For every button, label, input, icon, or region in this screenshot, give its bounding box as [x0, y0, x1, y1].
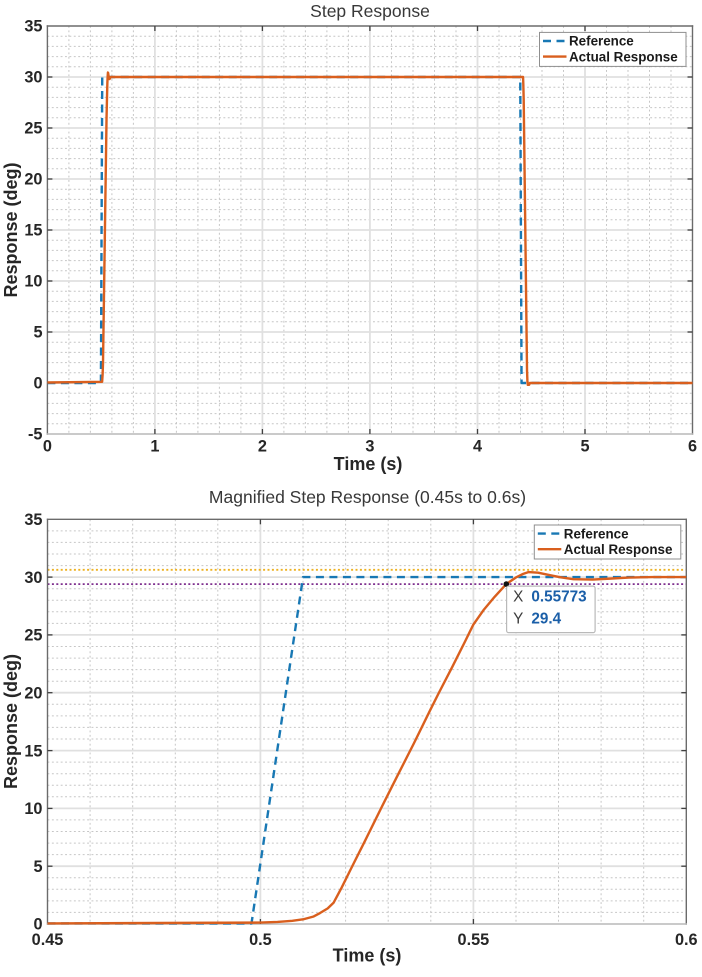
svg-text:Response (deg): Response (deg) — [1, 162, 21, 297]
svg-text:0: 0 — [33, 375, 42, 393]
svg-text:1: 1 — [150, 438, 159, 456]
svg-text:2: 2 — [258, 438, 267, 456]
svg-text:-5: -5 — [28, 426, 42, 444]
svg-text:35: 35 — [24, 511, 42, 529]
svg-text:25: 25 — [24, 120, 42, 138]
svg-text:Time (s): Time (s) — [333, 946, 402, 966]
svg-text:Reference: Reference — [569, 34, 634, 49]
svg-text:5: 5 — [33, 324, 42, 342]
svg-text:0.55773: 0.55773 — [531, 589, 586, 606]
svg-text:Y: Y — [513, 611, 523, 628]
svg-text:0.5: 0.5 — [249, 931, 272, 949]
svg-text:0.55: 0.55 — [458, 931, 490, 949]
svg-text:5: 5 — [580, 438, 589, 456]
svg-text:Step Response: Step Response — [310, 1, 430, 21]
svg-text:20: 20 — [24, 684, 42, 702]
svg-text:20: 20 — [24, 171, 42, 189]
svg-text:Magnified Step Response (0.45s: Magnified Step Response (0.45s to 0.6s) — [209, 487, 526, 507]
svg-text:Response (deg): Response (deg) — [1, 654, 21, 789]
svg-text:0: 0 — [33, 916, 42, 934]
svg-text:Time (s): Time (s) — [334, 454, 403, 474]
svg-text:10: 10 — [24, 273, 42, 291]
svg-text:15: 15 — [24, 742, 42, 760]
svg-text:0: 0 — [43, 438, 52, 456]
svg-text:35: 35 — [24, 18, 42, 36]
svg-text:25: 25 — [24, 627, 42, 645]
svg-text:5: 5 — [33, 858, 42, 876]
svg-text:30: 30 — [24, 69, 42, 87]
svg-text:Actual Response: Actual Response — [569, 49, 678, 64]
svg-text:30: 30 — [24, 569, 42, 587]
svg-text:Reference: Reference — [564, 526, 629, 541]
svg-text:X: X — [513, 589, 523, 606]
svg-text:4: 4 — [473, 438, 482, 456]
svg-text:6: 6 — [688, 438, 697, 456]
svg-text:15: 15 — [24, 222, 42, 240]
svg-text:10: 10 — [24, 800, 42, 818]
svg-text:0.45: 0.45 — [32, 931, 64, 949]
svg-text:0.6: 0.6 — [675, 931, 698, 949]
svg-text:29.4: 29.4 — [531, 611, 561, 628]
svg-text:Actual Response: Actual Response — [564, 542, 673, 557]
svg-text:3: 3 — [365, 438, 374, 456]
